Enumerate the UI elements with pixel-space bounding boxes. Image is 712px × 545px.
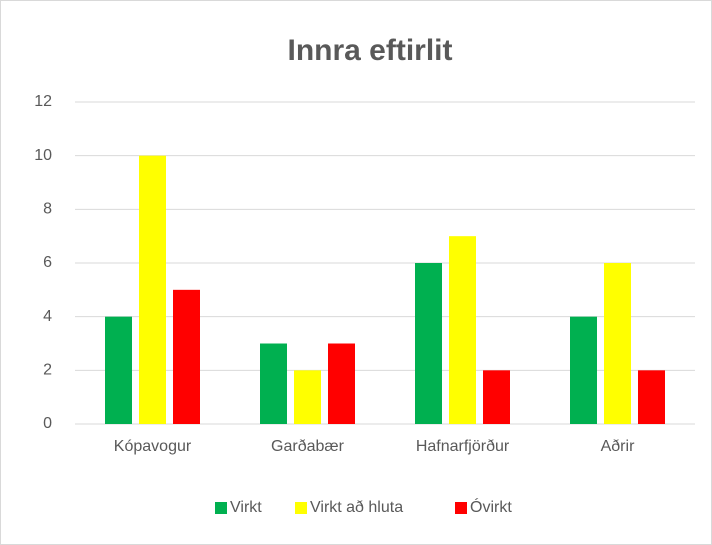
legend-swatch	[295, 502, 307, 514]
bar	[604, 263, 631, 424]
y-tick-label: 2	[43, 362, 52, 379]
x-tick-label: Garðabær	[271, 438, 345, 455]
y-tick-label: 6	[43, 254, 52, 271]
x-tick-label: Hafnarfjörður	[416, 438, 510, 455]
bar	[449, 236, 476, 424]
bar	[638, 370, 665, 424]
legend-label: Virkt að hluta	[310, 499, 403, 516]
y-tick-label: 10	[34, 147, 52, 164]
legend-swatch	[455, 502, 467, 514]
legend-label: Virkt	[230, 499, 262, 516]
bar	[105, 316, 132, 424]
x-tick-label: Aðrir	[601, 438, 635, 455]
legend-swatch	[215, 502, 227, 514]
y-tick-label: 8	[43, 201, 52, 218]
bar	[294, 370, 321, 424]
bar	[173, 289, 200, 424]
chart-title: Innra eftirlit	[287, 34, 452, 67]
legend-label: Óvirkt	[470, 497, 512, 516]
bar	[260, 343, 287, 424]
y-tick-label: 12	[34, 93, 52, 110]
bar	[483, 370, 510, 424]
bar	[570, 316, 597, 424]
y-tick-label: 0	[43, 415, 52, 432]
x-tick-label: Kópavogur	[114, 438, 192, 455]
bar	[139, 155, 166, 424]
y-tick-label: 4	[43, 308, 52, 325]
bar	[328, 343, 355, 424]
bar	[415, 263, 442, 424]
